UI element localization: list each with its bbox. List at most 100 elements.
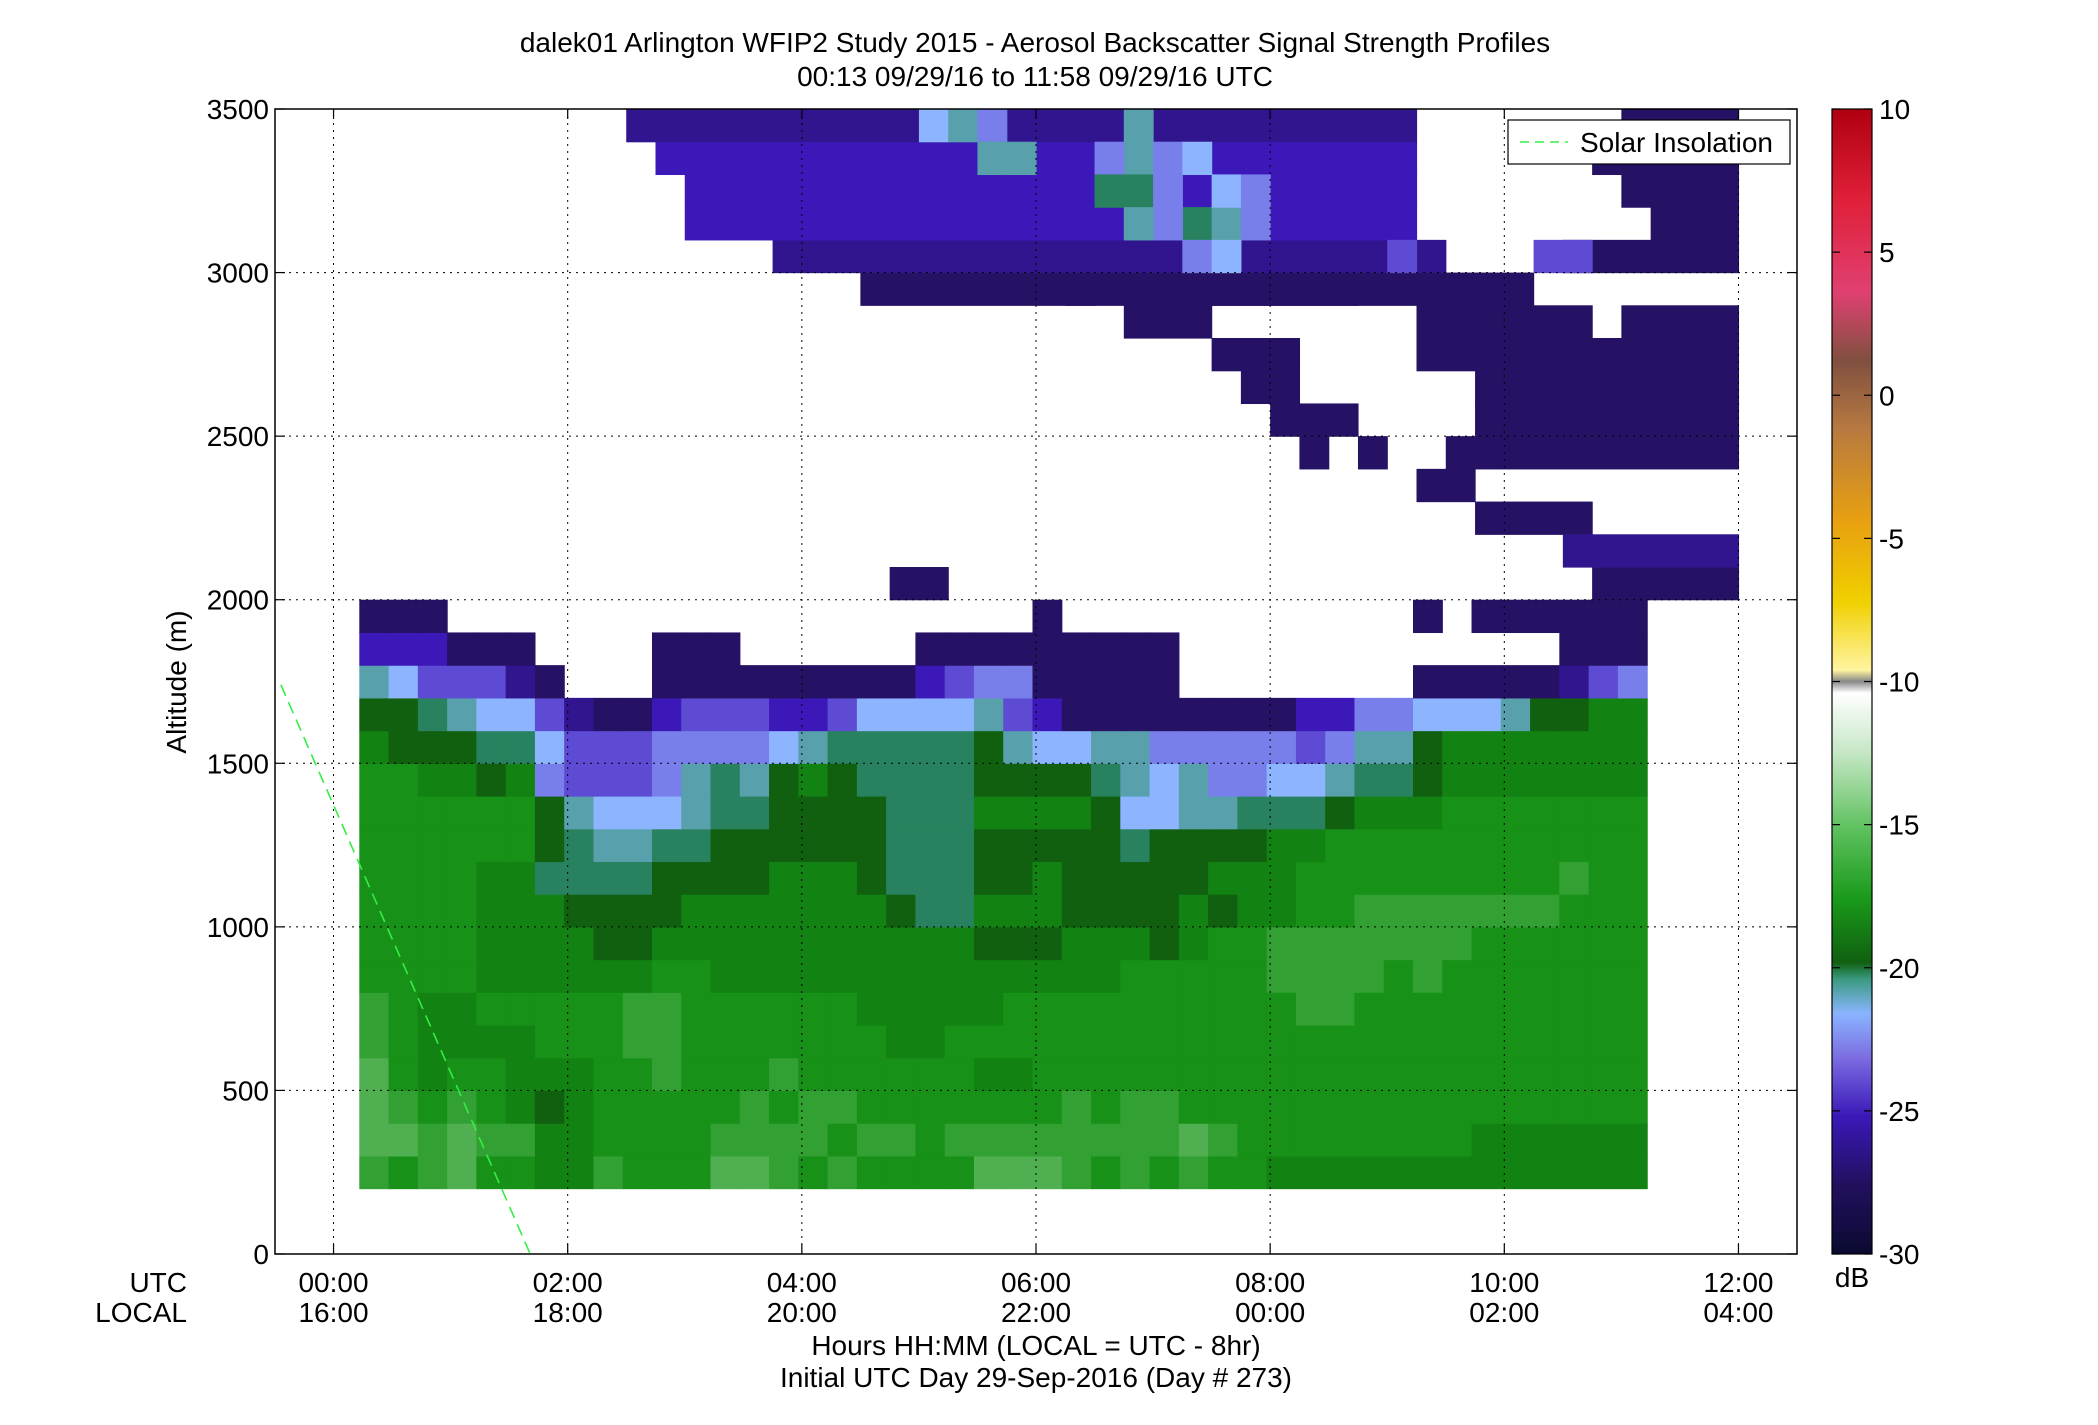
heatmap-cell <box>886 1090 917 1124</box>
heatmap-cell <box>1149 894 1180 928</box>
heatmap-cell <box>681 894 712 928</box>
heatmap-cell <box>798 959 829 993</box>
heatmap-cell <box>1412 763 1443 797</box>
heatmap-cell <box>359 1090 390 1124</box>
heatmap-cell <box>1237 992 1268 1026</box>
heatmap-cell <box>593 697 624 732</box>
heatmap-cell <box>681 697 712 732</box>
heatmap-cell <box>1266 697 1297 732</box>
heatmap-cell <box>798 828 829 863</box>
solar-insolation-series <box>280 684 531 1255</box>
heatmap-cell <box>798 763 829 797</box>
heatmap-cell <box>973 1057 1004 1092</box>
heatmap-cell <box>651 1123 682 1157</box>
heatmap-cell <box>681 1025 712 1059</box>
heatmap-cell <box>1091 1090 1121 1124</box>
heatmap-cell <box>534 926 565 961</box>
heatmap-cell <box>681 665 712 699</box>
heatmap-cell <box>534 697 565 732</box>
heatmap-cell <box>1442 1090 1473 1124</box>
heatmap-cell <box>1442 697 1473 732</box>
heatmap-cell <box>739 926 770 961</box>
heatmap-cell <box>1003 730 1034 764</box>
heatmap-cell <box>476 828 507 863</box>
heatmap-cell <box>1208 1057 1238 1092</box>
heatmap-cell <box>681 632 712 666</box>
heatmap-cell <box>1354 926 1385 961</box>
heatmap-cell <box>915 959 946 993</box>
heatmap-cell <box>1530 861 1560 895</box>
heatmap-cell <box>1237 697 1268 732</box>
heatmap-cell <box>710 1090 741 1124</box>
x-tick-label-local: 04:00 <box>1703 1297 1773 1328</box>
heatmap-cell <box>1091 1123 1121 1157</box>
heatmap-cell <box>1208 730 1238 764</box>
heatmap-cell <box>447 992 477 1026</box>
x-tick-label-utc: 04:00 <box>767 1267 837 1298</box>
heatmap-cell <box>710 828 741 863</box>
heatmap-cell <box>1295 828 1326 863</box>
x-row-label-local: LOCAL <box>95 1297 187 1328</box>
heatmap-cell <box>973 730 1004 764</box>
heatmap-cell <box>710 861 741 895</box>
heatmap-cell <box>1208 894 1238 928</box>
heatmap-cell <box>1003 1155 1034 1190</box>
heatmap-cell <box>1003 763 1034 797</box>
heatmap-cell <box>798 796 829 830</box>
heatmap-cell <box>1588 1090 1619 1124</box>
heatmap-cell <box>1475 370 1740 405</box>
heatmap-cell <box>1266 1057 1297 1092</box>
heatmap-cell <box>447 1090 477 1124</box>
heatmap-cell <box>622 796 653 830</box>
heatmap-cell <box>1383 828 1414 863</box>
heatmap-cell <box>1530 763 1560 797</box>
heatmap-cell <box>1240 174 1271 208</box>
legend-entry-solar-insolation: Solar Insolation <box>1580 127 1773 158</box>
heatmap-cell <box>447 665 477 699</box>
heatmap-cell <box>505 926 536 961</box>
heatmap-cell <box>681 861 712 895</box>
heatmap-cell <box>1266 796 1297 830</box>
heatmap-cell <box>534 1155 565 1190</box>
heatmap-cell <box>1149 665 1180 699</box>
heatmap-cell <box>769 1057 799 1092</box>
x-tick-label-utc: 06:00 <box>1001 1267 1071 1298</box>
heatmap-cell <box>447 796 477 830</box>
heatmap-cell <box>827 1025 858 1059</box>
heatmap-cell <box>886 828 917 863</box>
heatmap-cell <box>1208 1123 1238 1157</box>
heatmap-cell <box>1091 894 1121 928</box>
heatmap-cell <box>710 697 741 732</box>
heatmap-cell <box>769 894 799 928</box>
heatmap-cell <box>1471 1155 1502 1190</box>
heatmap-cell <box>710 992 741 1026</box>
x-axis-ticks: 00:0016:0002:0018:0004:0020:0006:0022:00… <box>298 109 1774 1328</box>
heatmap-cell <box>1178 959 1209 993</box>
heatmap-cell <box>417 1123 448 1157</box>
heatmap-cell <box>1211 174 1242 208</box>
heatmap-cell <box>1617 992 1648 1026</box>
heatmap-cell <box>772 239 1447 274</box>
heatmap-cell <box>1003 894 1034 928</box>
heatmap-cell <box>944 959 975 993</box>
heatmap-cell <box>1325 861 1356 895</box>
heatmap-cell <box>798 1123 829 1157</box>
heatmap-cell <box>1530 1155 1560 1190</box>
heatmap-cell <box>1588 861 1619 895</box>
heatmap-cell <box>1091 926 1121 961</box>
heatmap-cell <box>1471 861 1502 895</box>
heatmap-cell <box>1588 763 1619 797</box>
heatmap-cell <box>1471 1057 1502 1092</box>
heatmap-cell <box>769 665 799 699</box>
x-tick-label-utc: 12:00 <box>1703 1267 1773 1298</box>
heatmap-cell <box>681 763 712 797</box>
heatmap-cell <box>1354 1025 1385 1059</box>
heatmap-cell <box>1559 1025 1590 1059</box>
heatmap-cell <box>1178 992 1209 1026</box>
heatmap-cell <box>1412 697 1443 732</box>
heatmap-cell <box>1442 665 1473 699</box>
heatmap-cell <box>681 796 712 830</box>
heatmap-cell <box>505 796 536 830</box>
heatmap-cell <box>769 828 799 863</box>
heatmap-cell <box>1061 861 1092 895</box>
